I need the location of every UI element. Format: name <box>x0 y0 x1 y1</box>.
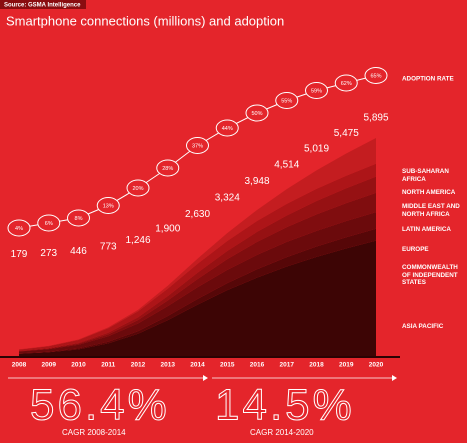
adoption-label: 6% <box>45 221 53 227</box>
area <box>19 192 376 352</box>
adoption-label: 50% <box>251 111 262 117</box>
x-tick-label: 2015 <box>220 362 235 369</box>
total-label: 1,246 <box>125 235 150 246</box>
adoption-label: 28% <box>162 166 173 172</box>
adoption-marker <box>215 119 239 137</box>
adoption-label: 4% <box>15 226 23 232</box>
legend-label: COMMONWEALTH OF INDEPENDENT STATES <box>402 264 458 286</box>
x-tick-label: 2009 <box>42 362 57 369</box>
adoption-label: 55% <box>281 98 292 104</box>
adoption-marker <box>37 214 61 232</box>
total-label: 5,895 <box>363 113 388 124</box>
x-tick-label: 2008 <box>12 362 27 369</box>
adoption-marker <box>334 74 358 92</box>
x-tick-label: 2018 <box>309 362 324 369</box>
adoption-marker <box>364 67 388 84</box>
adoption-label: 37% <box>192 143 203 149</box>
total-label: 446 <box>70 246 87 257</box>
cagr-label: CAGR 2014-2020 <box>250 428 314 437</box>
area <box>19 163 376 351</box>
total-label: 2,630 <box>185 209 210 220</box>
x-tick-label: 2019 <box>339 362 354 369</box>
legend-label: LATIN AMERICA <box>402 226 451 233</box>
adoption-marker <box>275 92 299 109</box>
x-tick-label: 2014 <box>190 362 205 369</box>
source-bar <box>0 0 86 9</box>
legend-label: ASIA PACIFIC <box>402 323 444 330</box>
adoption-label: 44% <box>222 126 233 132</box>
total-label: 3,948 <box>244 176 269 187</box>
area <box>19 240 376 356</box>
adoption-marker <box>245 104 269 122</box>
adoption-label: 65% <box>370 73 381 79</box>
x-tick-label: 2010 <box>71 362 86 369</box>
cagr-value: 56.4% <box>30 381 170 430</box>
adoption-title: ADOPTION RATE <box>402 76 454 83</box>
adoption-marker <box>67 209 90 227</box>
area <box>19 176 376 352</box>
total-label: 4,514 <box>274 159 299 170</box>
arrow <box>203 375 208 381</box>
legend-label: EUROPE <box>402 246 429 253</box>
total-label: 5,019 <box>304 143 329 154</box>
x-tick-label: 2016 <box>250 362 265 369</box>
legend-label: NORTH AMERICA <box>402 189 456 196</box>
adoption-label: 13% <box>103 203 114 209</box>
x-tick-label: 2012 <box>131 362 146 369</box>
adoption-marker <box>126 179 150 197</box>
legend-label: SUB-SAHARAN AFRICA <box>402 168 449 183</box>
adoption-label: 20% <box>132 186 143 192</box>
total-label: 5,475 <box>334 128 359 139</box>
area <box>19 228 376 354</box>
adoption-label: 59% <box>311 88 322 94</box>
adoption-label: 62% <box>341 81 352 87</box>
legend-label: MIDDLE EAST AND NORTH AFRICA <box>402 203 460 218</box>
adoption-marker <box>305 82 328 99</box>
adoption-label: 8% <box>75 216 83 222</box>
area <box>19 138 376 350</box>
source: Source: GSMA Intelligence <box>4 3 81 9</box>
total-label: 179 <box>11 249 28 260</box>
baseline-band <box>0 356 400 358</box>
chart-title: Smartphone connections (millions) and ad… <box>6 13 284 28</box>
adoption-marker <box>156 159 180 177</box>
adoption-marker <box>7 219 31 237</box>
arrow <box>392 375 397 381</box>
total-label: 273 <box>40 248 57 259</box>
total-label: 1,900 <box>155 224 180 235</box>
x-tick-label: 2011 <box>101 362 115 369</box>
cagr-label: CAGR 2008-2014 <box>62 428 126 437</box>
x-tick-label: 2017 <box>280 362 295 369</box>
x-tick-label: 2013 <box>161 362 176 369</box>
cagr-value: 14.5% <box>215 381 355 430</box>
area <box>19 212 376 354</box>
adoption-marker <box>96 197 120 214</box>
adoption-marker <box>186 137 209 154</box>
x-tick-label: 2020 <box>369 362 384 369</box>
total-label: 3,324 <box>215 193 240 204</box>
total-label: 773 <box>100 242 117 253</box>
